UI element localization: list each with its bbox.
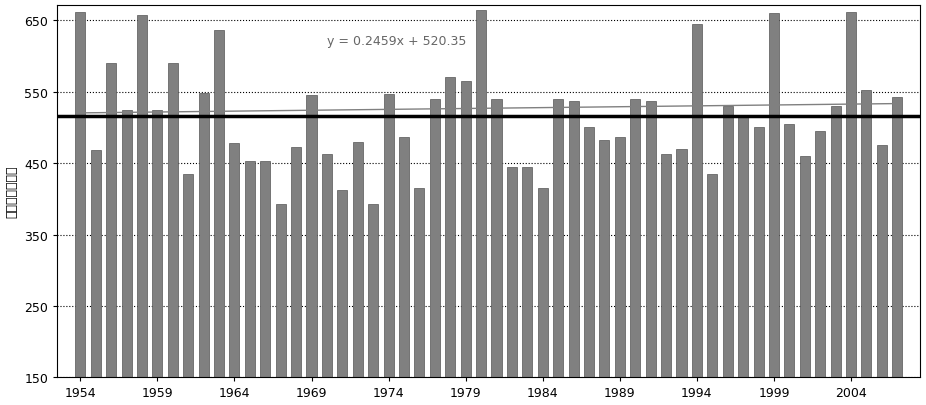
- Bar: [815, 132, 825, 405]
- Bar: [893, 98, 902, 405]
- Bar: [507, 167, 517, 405]
- Bar: [645, 102, 656, 405]
- Bar: [307, 96, 317, 405]
- Bar: [615, 137, 625, 405]
- Bar: [553, 100, 563, 405]
- Bar: [260, 162, 270, 405]
- Bar: [677, 149, 686, 405]
- Bar: [430, 100, 440, 405]
- Bar: [75, 13, 85, 405]
- Bar: [754, 128, 764, 405]
- Bar: [846, 13, 856, 405]
- Bar: [661, 154, 671, 405]
- Bar: [460, 82, 470, 405]
- Bar: [369, 205, 378, 405]
- Bar: [415, 189, 424, 405]
- Bar: [522, 167, 532, 405]
- Bar: [198, 94, 208, 405]
- Y-axis label: 강수일수（일）: 강수일수（일）: [6, 165, 19, 218]
- Bar: [631, 100, 640, 405]
- Bar: [230, 144, 240, 405]
- Bar: [722, 107, 732, 405]
- Bar: [784, 124, 795, 405]
- Bar: [291, 147, 301, 405]
- Bar: [153, 110, 162, 405]
- Bar: [800, 157, 810, 405]
- Bar: [584, 128, 594, 405]
- Bar: [599, 140, 609, 405]
- Bar: [569, 102, 579, 405]
- Bar: [738, 117, 748, 405]
- Bar: [244, 162, 255, 405]
- Bar: [168, 64, 178, 405]
- Bar: [538, 189, 548, 405]
- Bar: [476, 11, 486, 405]
- Bar: [492, 100, 502, 405]
- Bar: [121, 110, 131, 405]
- Bar: [692, 25, 702, 405]
- Bar: [831, 107, 841, 405]
- Text: y = 0.2459x + 520.35: y = 0.2459x + 520.35: [327, 35, 467, 48]
- Bar: [399, 137, 409, 405]
- Bar: [707, 175, 718, 405]
- Bar: [445, 78, 456, 405]
- Bar: [214, 31, 224, 405]
- Bar: [353, 142, 363, 405]
- Bar: [383, 95, 394, 405]
- Bar: [769, 14, 779, 405]
- Bar: [337, 190, 347, 405]
- Bar: [877, 146, 887, 405]
- Bar: [91, 151, 101, 405]
- Bar: [322, 154, 332, 405]
- Bar: [106, 64, 116, 405]
- Bar: [276, 205, 286, 405]
- Bar: [183, 175, 194, 405]
- Bar: [137, 15, 147, 405]
- Bar: [861, 90, 871, 405]
